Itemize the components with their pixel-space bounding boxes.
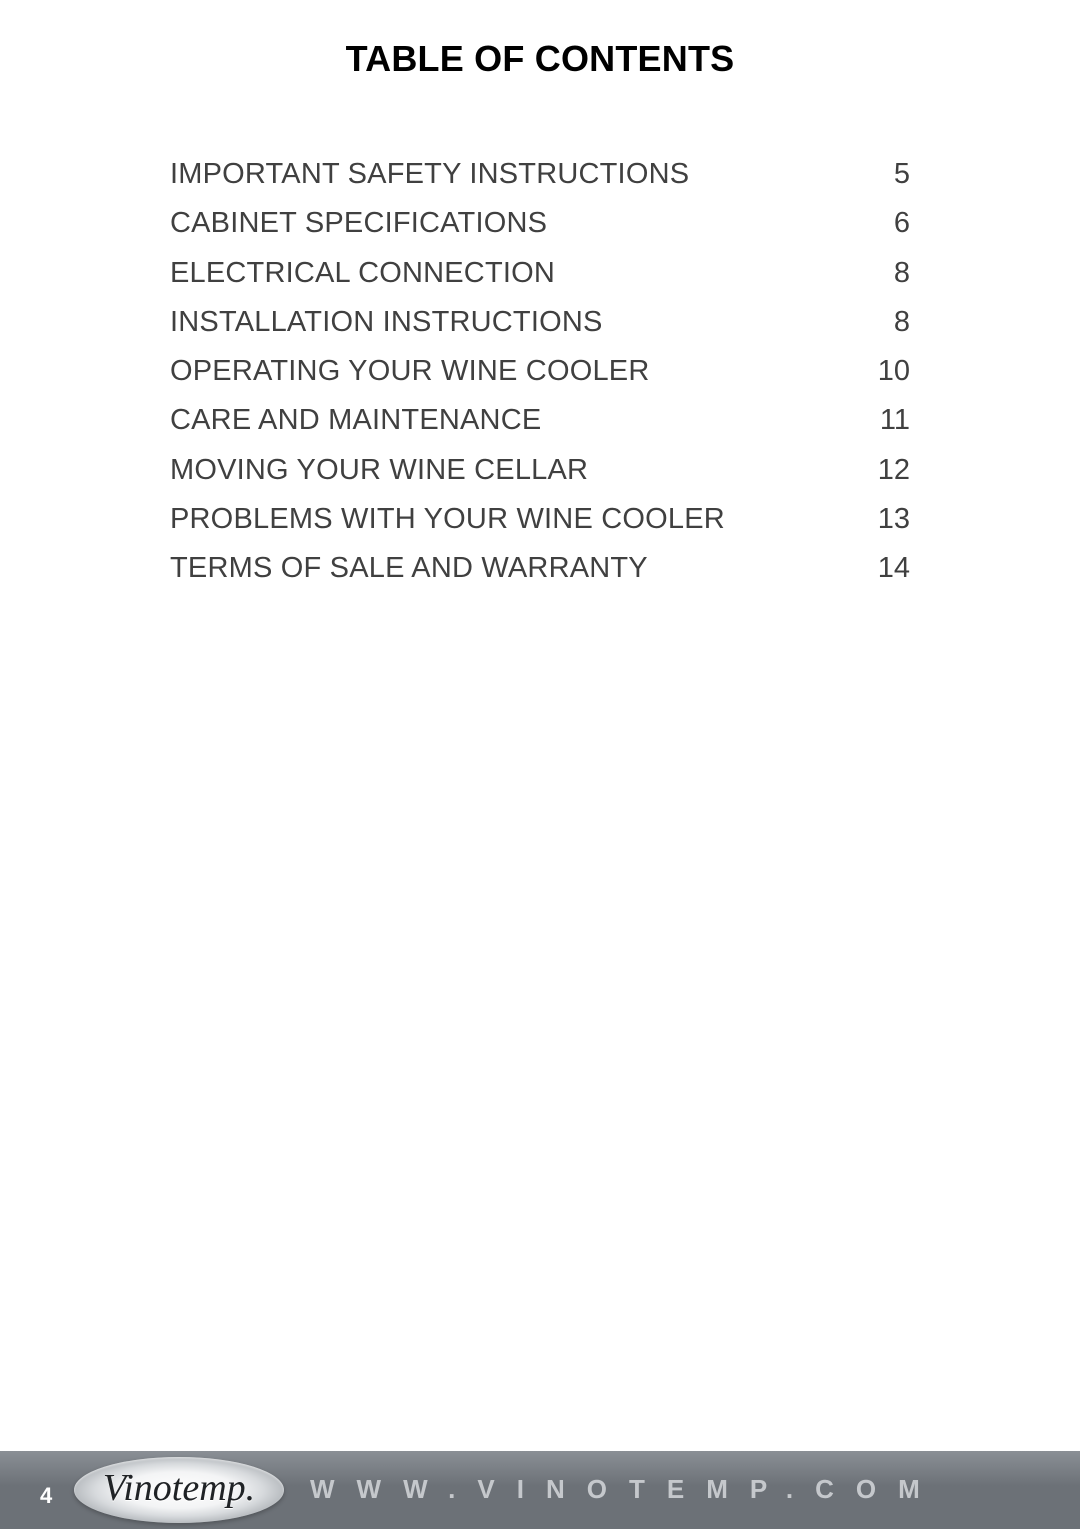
brand-logo-text: Vinotemp. bbox=[103, 1466, 255, 1510]
page-footer: 4 Vinotemp. WWW.VINOTEMP.COM bbox=[0, 1451, 1080, 1529]
toc-label: INSTALLATION INSTRUCTIONS bbox=[170, 298, 603, 347]
toc-page-number: 8 bbox=[870, 298, 910, 347]
toc-page-number: 10 bbox=[870, 347, 910, 396]
table-of-contents: IMPORTANT SAFETY INSTRUCTIONS 5 CABINET … bbox=[170, 150, 910, 594]
toc-row: MOVING YOUR WINE CELLAR 12 bbox=[170, 446, 910, 495]
toc-page-number: 11 bbox=[870, 396, 910, 445]
footer-page-number: 4 bbox=[40, 1483, 52, 1509]
toc-label: OPERATING YOUR WINE COOLER bbox=[170, 347, 649, 396]
toc-row: INSTALLATION INSTRUCTIONS 8 bbox=[170, 298, 910, 347]
toc-row: TERMS OF SALE AND WARRANTY 14 bbox=[170, 544, 910, 593]
toc-label: TERMS OF SALE AND WARRANTY bbox=[170, 544, 648, 593]
page-title: TABLE OF CONTENTS bbox=[0, 0, 1080, 80]
toc-page-number: 8 bbox=[870, 249, 910, 298]
toc-label: CARE AND MAINTENANCE bbox=[170, 396, 541, 445]
toc-label: CABINET SPECIFICATIONS bbox=[170, 199, 547, 248]
toc-label: MOVING YOUR WINE CELLAR bbox=[170, 446, 588, 495]
brand-logo: Vinotemp. bbox=[74, 1457, 284, 1523]
toc-row: CABINET SPECIFICATIONS 6 bbox=[170, 199, 910, 248]
toc-row: PROBLEMS WITH YOUR WINE COOLER 13 bbox=[170, 495, 910, 544]
toc-row: OPERATING YOUR WINE COOLER 10 bbox=[170, 347, 910, 396]
footer-url: WWW.VINOTEMP.COM bbox=[310, 1474, 942, 1505]
toc-row: ELECTRICAL CONNECTION 8 bbox=[170, 249, 910, 298]
toc-page-number: 13 bbox=[870, 495, 910, 544]
toc-page-number: 14 bbox=[870, 544, 910, 593]
toc-label: PROBLEMS WITH YOUR WINE COOLER bbox=[170, 495, 725, 544]
toc-label: IMPORTANT SAFETY INSTRUCTIONS bbox=[170, 150, 689, 199]
brand-logo-bg: Vinotemp. bbox=[74, 1457, 284, 1523]
page: TABLE OF CONTENTS IMPORTANT SAFETY INSTR… bbox=[0, 0, 1080, 1529]
toc-label: ELECTRICAL CONNECTION bbox=[170, 249, 555, 298]
toc-page-number: 6 bbox=[870, 199, 910, 248]
toc-row: IMPORTANT SAFETY INSTRUCTIONS 5 bbox=[170, 150, 910, 199]
toc-page-number: 12 bbox=[870, 446, 910, 495]
toc-row: CARE AND MAINTENANCE 11 bbox=[170, 396, 910, 445]
toc-page-number: 5 bbox=[870, 150, 910, 199]
